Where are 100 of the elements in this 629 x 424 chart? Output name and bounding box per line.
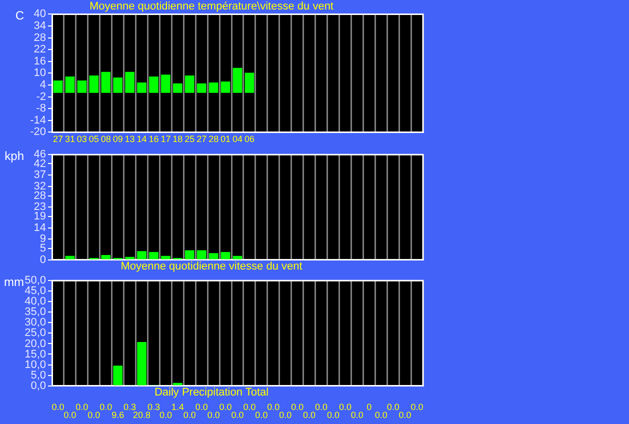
y-tick-label: 34: [34, 20, 46, 32]
data-label: 0.0: [76, 402, 88, 412]
bar: [113, 78, 122, 93]
data-label: 0.0: [255, 410, 268, 420]
data-label: 0.0: [64, 410, 76, 420]
x-tick-label: 09: [112, 134, 123, 144]
bar: [137, 82, 146, 93]
bar: [53, 80, 63, 93]
x-tick-label: 17: [160, 134, 171, 144]
data-label: 0.0: [326, 410, 340, 420]
data-label: 0.0: [219, 402, 232, 412]
data-label: 0.0: [207, 410, 220, 420]
data-label: 0.0: [374, 410, 388, 420]
y-tick-label: -20: [30, 126, 46, 138]
bar: [149, 76, 158, 93]
data-label: 0.0: [267, 402, 280, 412]
bar: [125, 72, 134, 93]
y-tick-label: 14: [34, 222, 46, 234]
bar: [232, 68, 242, 93]
y-tick-label: 4: [40, 79, 46, 92]
x-tick-label: 27: [196, 134, 207, 144]
data-label: 0.0: [183, 410, 196, 420]
x-tick-label: 25: [184, 134, 195, 144]
bar: [137, 342, 146, 386]
data-label: 0.0: [279, 410, 292, 420]
data-label: 0.0: [243, 402, 256, 412]
x-tick-label: 13: [124, 134, 135, 144]
y-tick-label: 25,0: [24, 327, 46, 340]
y-tick-label: 19: [34, 210, 46, 222]
y-tick-label: 16: [34, 55, 46, 68]
y-tick-label: 20,0: [24, 338, 46, 350]
y-tick-label: -2: [36, 90, 46, 103]
data-label: 0.0: [100, 402, 112, 412]
y-tick-label: 35,0: [24, 306, 46, 318]
x-tick-label: 14: [136, 134, 147, 144]
x-tick-label: 04: [232, 134, 243, 144]
data-label: 0.0: [386, 402, 400, 412]
data-label: 0.0: [195, 402, 208, 412]
data-label: 0.0: [303, 410, 316, 420]
y-axis-title: mm: [4, 274, 24, 289]
y-tick-label: 10,0: [24, 358, 46, 371]
bar: [77, 80, 87, 93]
bar: [196, 83, 206, 93]
data-label: 0.0: [52, 402, 64, 412]
data-label: 1.4: [171, 402, 184, 412]
y-tick-label: 40,0: [24, 296, 46, 308]
y-tick-label: 28: [34, 32, 46, 44]
y-tick-label: 50,0: [24, 274, 46, 287]
y-tick-label: -14: [30, 114, 46, 126]
y-tick-label: 5,0: [30, 369, 46, 382]
x-tick-label: 28: [208, 134, 219, 144]
bar: [172, 83, 182, 93]
data-label: 0.3: [124, 402, 136, 412]
data-label: 20.8: [132, 410, 151, 420]
bar: [172, 382, 182, 386]
bar: [244, 72, 254, 93]
y-tick-label: 37: [34, 169, 46, 182]
chart-title: Moyenne quotidienne température\vitesse du vent: [90, 0, 334, 13]
y-tick-label: 30,0: [24, 316, 46, 329]
data-label: 0.0: [159, 410, 172, 420]
x-tick-label: 18: [172, 134, 183, 144]
x-tick-label: 16: [148, 134, 159, 144]
y-tick-label: 5: [40, 242, 46, 254]
bar: [208, 82, 218, 93]
data-label: 0.0: [398, 410, 412, 420]
data-label: 0.0: [231, 410, 244, 420]
data-label: 0.0: [315, 402, 328, 412]
data-label: 0.0: [88, 410, 100, 420]
bar: [89, 76, 99, 93]
data-label: 0: [366, 402, 372, 412]
text: Daily Precipitation Total: [154, 386, 269, 398]
data-label: 0.3: [147, 402, 160, 412]
data-label: 0.0: [338, 402, 352, 412]
bar: [220, 81, 230, 93]
bar: [161, 74, 170, 93]
x-tick-label: 27: [52, 134, 63, 144]
x-tick-label: 31: [64, 134, 75, 144]
x-tick-label: 06: [244, 134, 254, 144]
y-tick-label: 15,0: [24, 348, 46, 360]
y-tick-label: 42: [34, 158, 46, 170]
y-tick-label: 0,0: [30, 380, 46, 392]
bar: [101, 72, 111, 93]
bar: [184, 76, 194, 93]
x-tick-label: 01: [220, 134, 231, 144]
y-tick-label: -8: [36, 102, 46, 115]
data-label: 0.0: [291, 402, 304, 412]
y-axis-title: kph: [4, 148, 24, 163]
x-tick-label: 03: [76, 134, 87, 144]
y-tick-label: 22: [34, 44, 46, 56]
bar: [113, 366, 122, 386]
x-tick-label: 08: [100, 134, 111, 144]
y-tick-label: 10: [34, 67, 46, 80]
y-tick-label: 40: [34, 8, 46, 20]
data-label: 0.0: [350, 410, 364, 420]
data-label: 9.6: [112, 410, 124, 420]
y-tick-label: 0: [40, 254, 46, 266]
y-axis-title: C: [15, 8, 24, 23]
bar: [65, 76, 75, 93]
text: Moyenne quotidienne vitesse du vent: [120, 260, 302, 272]
x-tick-label: 05: [88, 134, 99, 144]
